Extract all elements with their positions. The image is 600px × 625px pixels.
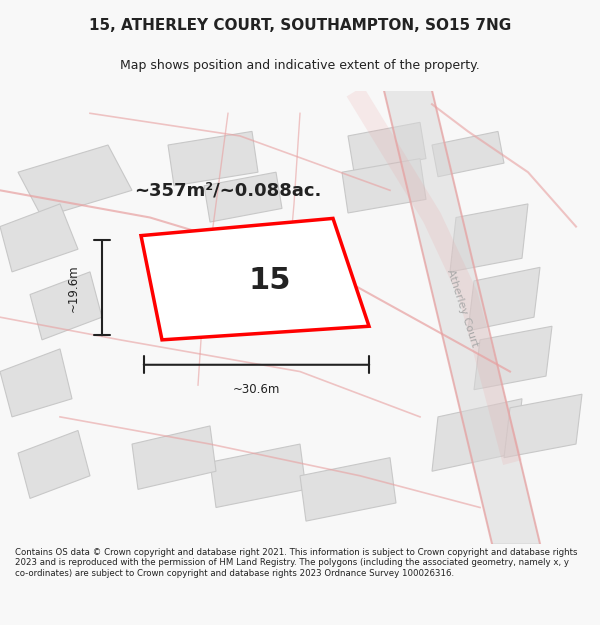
Polygon shape — [0, 204, 78, 272]
Polygon shape — [300, 458, 396, 521]
Polygon shape — [342, 159, 426, 213]
Text: Atherley Court: Atherley Court — [445, 268, 479, 348]
Polygon shape — [132, 426, 216, 489]
Polygon shape — [141, 218, 369, 340]
Polygon shape — [348, 122, 426, 172]
Text: Contains OS data © Crown copyright and database right 2021. This information is : Contains OS data © Crown copyright and d… — [15, 548, 577, 578]
Polygon shape — [0, 349, 72, 417]
Text: 15, ATHERLEY COURT, SOUTHAMPTON, SO15 7NG: 15, ATHERLEY COURT, SOUTHAMPTON, SO15 7N… — [89, 18, 511, 33]
Text: Map shows position and indicative extent of the property.: Map shows position and indicative extent… — [120, 59, 480, 72]
Text: ~30.6m: ~30.6m — [233, 383, 280, 396]
Text: ~357m²/~0.088ac.: ~357m²/~0.088ac. — [134, 181, 322, 199]
Polygon shape — [504, 394, 582, 458]
Polygon shape — [18, 145, 132, 217]
Polygon shape — [450, 204, 528, 272]
Polygon shape — [432, 399, 522, 471]
Polygon shape — [204, 172, 282, 222]
Polygon shape — [18, 431, 90, 499]
Polygon shape — [474, 326, 552, 390]
Polygon shape — [210, 444, 306, 508]
Polygon shape — [468, 268, 540, 331]
Polygon shape — [384, 91, 540, 544]
Text: ~19.6m: ~19.6m — [67, 264, 80, 311]
Polygon shape — [432, 131, 504, 177]
Polygon shape — [168, 131, 258, 186]
Text: 15: 15 — [248, 266, 290, 294]
Polygon shape — [30, 272, 102, 340]
